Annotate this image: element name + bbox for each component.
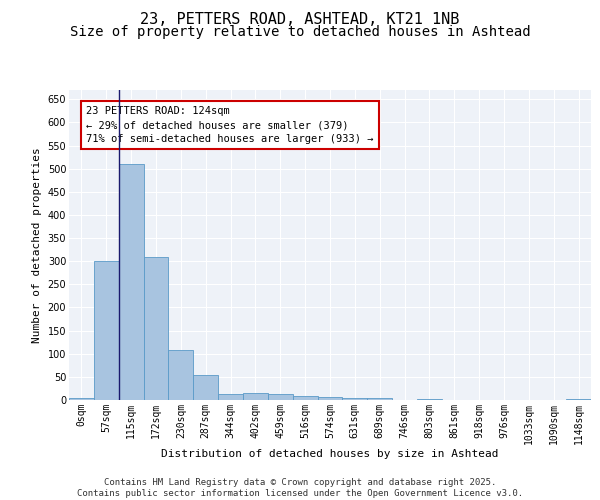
Bar xyxy=(268,394,293,400)
Text: 23, PETTERS ROAD, ASHTEAD, KT21 1NB: 23, PETTERS ROAD, ASHTEAD, KT21 1NB xyxy=(140,12,460,28)
Bar xyxy=(94,261,119,400)
Bar xyxy=(169,350,193,400)
Bar xyxy=(417,398,442,400)
Bar xyxy=(367,398,392,400)
Bar xyxy=(218,394,243,400)
Bar xyxy=(193,376,218,400)
Bar xyxy=(293,396,317,400)
Y-axis label: Number of detached properties: Number of detached properties xyxy=(32,147,42,343)
X-axis label: Distribution of detached houses by size in Ashtead: Distribution of detached houses by size … xyxy=(161,450,499,460)
Bar xyxy=(69,398,94,400)
Bar xyxy=(317,397,343,400)
Text: Size of property relative to detached houses in Ashtead: Size of property relative to detached ho… xyxy=(70,25,530,39)
Bar xyxy=(343,398,367,400)
Bar xyxy=(243,393,268,400)
Bar xyxy=(566,398,591,400)
Text: 23 PETTERS ROAD: 124sqm
← 29% of detached houses are smaller (379)
71% of semi-d: 23 PETTERS ROAD: 124sqm ← 29% of detache… xyxy=(86,106,373,144)
Bar xyxy=(143,256,169,400)
Bar xyxy=(119,164,143,400)
Text: Contains HM Land Registry data © Crown copyright and database right 2025.
Contai: Contains HM Land Registry data © Crown c… xyxy=(77,478,523,498)
